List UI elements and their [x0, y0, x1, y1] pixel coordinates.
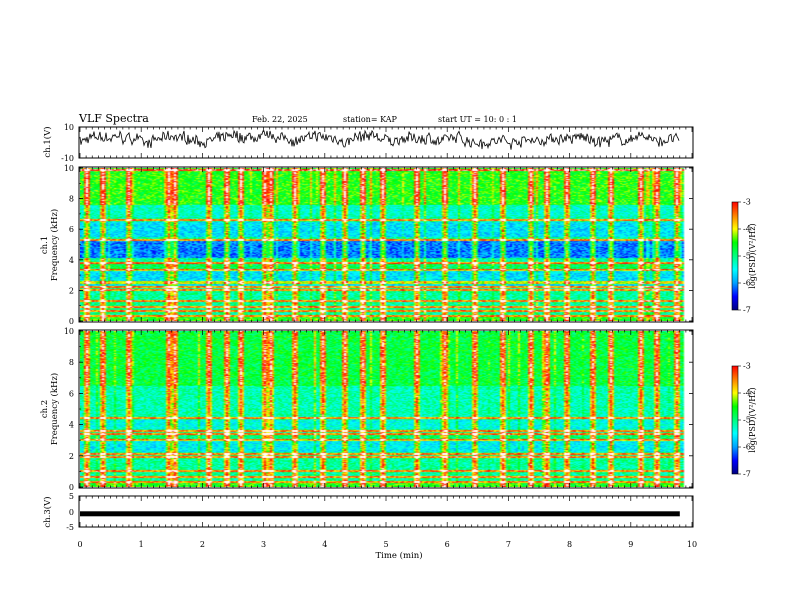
ch1-colorbar [731, 201, 739, 311]
date-label: Feb. 22, 2025 [252, 115, 308, 124]
ch1-tick-top: 10 [64, 123, 74, 132]
spec-ytick-label: 8 [69, 358, 74, 367]
ch1-colorbar-label: log(PSD)(V²/Hz) [748, 223, 757, 288]
spec-ytick-label: 4 [69, 421, 74, 430]
colorbar-tick-label: -7 [743, 470, 751, 479]
ch2-spec-ylabel-channel: ch.2 [40, 400, 50, 418]
ch1-spec-ylabel-channel: ch.1 [40, 236, 50, 254]
colorbar-tick-label: -3 [743, 198, 751, 207]
spec-ytick-label: 8 [69, 195, 74, 204]
ch3-tick-top: 5 [69, 492, 74, 501]
x-tick-label: 9 [628, 540, 633, 549]
x-axis-label: Time (min) [375, 550, 422, 561]
x-tick-label: 8 [567, 540, 572, 549]
ch3-signal-line [80, 511, 680, 517]
spec-ytick-label: 10 [64, 327, 74, 336]
x-tick-label: 4 [322, 540, 327, 549]
ch2-colorbar [731, 365, 739, 475]
ch1-tick-bottom: -10 [61, 154, 74, 163]
x-tick-label: 6 [445, 540, 450, 549]
ch3-tick-bottom: -5 [66, 523, 74, 532]
ch1-waveform-frame [78, 126, 694, 159]
ch1-waveform-line [79, 129, 680, 150]
x-tick-label: 2 [200, 540, 205, 549]
ch1-spec-ylabel-freq: Frequency (kHz) [49, 209, 60, 281]
x-tick-label: 3 [261, 540, 266, 549]
colorbar-tick-label: -6 [743, 279, 751, 288]
colorbar-tick-label: -4 [743, 225, 751, 234]
colorbar-tick-label: -5 [743, 416, 751, 425]
ch2-spec-ylabel-freq: Frequency (kHz) [49, 373, 60, 445]
x-tick-label: 10 [687, 540, 697, 549]
x-tick-label: 0 [77, 540, 82, 549]
ch1-waveform-panel: 10 -10 ch.1(V) [42, 123, 694, 163]
colorbar-tick-label: -3 [743, 362, 751, 371]
ch2-spectrogram-image [80, 331, 692, 487]
x-tick-label: 5 [383, 540, 388, 549]
spec-ytick-label: 0 [69, 317, 74, 326]
spec-ytick-label: 4 [69, 256, 74, 265]
spec-ytick-label: 2 [69, 286, 74, 295]
colorbar-tick-label: -6 [743, 443, 751, 452]
ch2-colorbar-label: log(PSD)(V²/Hz) [748, 387, 757, 452]
start-time-label: start UT = 10: 0 : 1 [438, 115, 517, 124]
spec-ytick-label: 6 [69, 389, 74, 398]
colorbar-tick-label: -7 [743, 306, 751, 315]
ch1-spectrogram-image [80, 168, 692, 321]
ch3-ylabel: ch.3(V) [42, 496, 53, 527]
ch3-panel: 5 0 -5 ch.3(V) [42, 492, 694, 532]
spec-ytick-label: 0 [69, 483, 74, 492]
spec-ytick-label: 2 [69, 452, 74, 461]
x-tick-label: 7 [506, 540, 511, 549]
colorbar-tick-label: -5 [743, 252, 751, 261]
colorbar-tick-label: -4 [743, 389, 751, 398]
ch3-tick-mid: 0 [69, 508, 74, 517]
spec-ytick-label: 6 [69, 225, 74, 234]
spec-ytick-label: 10 [64, 164, 74, 173]
x-tick-label: 1 [139, 540, 144, 549]
station-label: station= KAP [343, 115, 398, 124]
ch1-ylabel: ch.1(V) [42, 126, 53, 157]
figure-title: VLF Spectra [78, 112, 149, 125]
